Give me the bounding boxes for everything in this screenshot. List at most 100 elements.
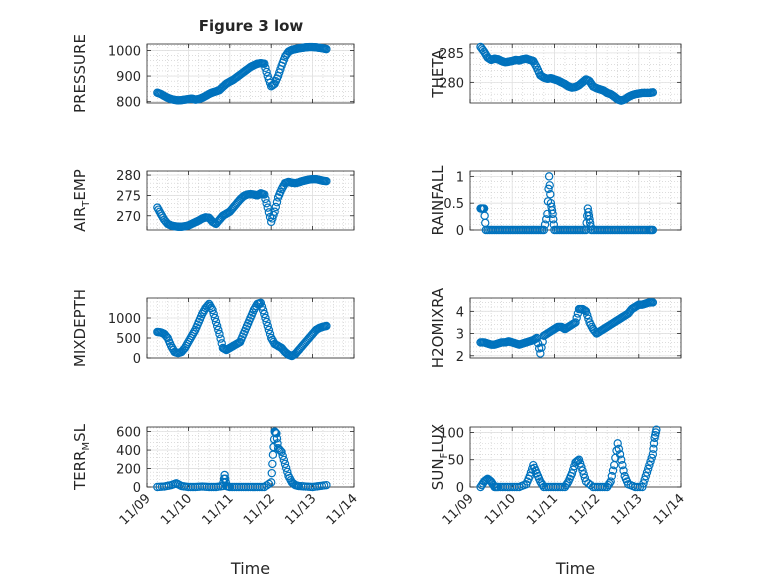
y-tick-label: 275 — [116, 189, 141, 204]
data-point — [649, 439, 659, 448]
data-point — [608, 466, 618, 475]
series-markers — [153, 298, 331, 361]
axis-frame — [469, 43, 682, 104]
data-point — [264, 479, 274, 489]
data-point — [548, 209, 557, 219]
data-point — [652, 425, 661, 434]
data-point — [643, 464, 653, 474]
panel-8: 0 50 100 11/09 11/10 11/11 11/12 11/13 11/14 Time… — [429, 424, 688, 578]
data-point — [261, 63, 270, 73]
axis-frame — [146, 43, 355, 104]
data-point — [166, 341, 176, 351]
data-point — [481, 476, 490, 485]
data-point — [206, 301, 215, 311]
data-point — [648, 298, 658, 307]
panel-6: 2 3 4 H2OMIXRA — [429, 287, 682, 368]
y-tick-label: 600 — [116, 426, 141, 441]
y-tick-label: 100 — [439, 426, 464, 441]
data-point — [217, 339, 226, 348]
x-tick-label: 11/11 — [524, 491, 561, 528]
panel-1: 800 900 1000 PRESSURE — [71, 34, 355, 113]
y-tick-label: 1000 — [108, 312, 141, 327]
panel-7: 0 200 400 600 11/09 11/10 11/11 11/12 11/13 11/14… — [71, 423, 361, 578]
y-tick-label: 1 — [456, 170, 464, 185]
data-point — [578, 466, 587, 475]
y-tick-label: 0.5 — [443, 197, 464, 212]
x-tick-label: 11/14 — [651, 491, 688, 528]
y-axis-label: PRESSURE — [71, 34, 89, 113]
data-point — [264, 208, 274, 217]
y-tick-label: 4 — [456, 305, 464, 320]
x-axis-label: Time — [230, 559, 270, 578]
data-point — [544, 172, 554, 181]
data-point — [272, 434, 282, 443]
y-tick-label: 285 — [439, 47, 464, 62]
data-point — [322, 176, 331, 186]
y-axis-label: H2OMIXRA — [429, 287, 447, 368]
data-point — [264, 325, 274, 335]
axis-frame — [469, 426, 682, 488]
y-axis-label: MIXDEPTH — [71, 289, 89, 367]
panel-4: 0 0.5 1 RAINFALL — [429, 165, 682, 239]
data-point — [277, 447, 286, 457]
y-tick-label: 1000 — [108, 44, 141, 59]
data-point — [633, 482, 642, 492]
data-point — [270, 207, 279, 216]
data-point — [187, 331, 197, 341]
data-point — [215, 329, 224, 339]
data-point — [267, 333, 276, 343]
data-point — [260, 190, 269, 199]
data-point — [617, 455, 626, 464]
series-markers — [153, 427, 331, 492]
data-point — [539, 225, 549, 235]
data-point — [189, 327, 199, 337]
y-tick-label: 0 — [133, 481, 141, 496]
data-point — [322, 321, 331, 331]
data-point — [267, 468, 276, 478]
data-point — [647, 453, 656, 463]
data-point — [540, 220, 550, 229]
panel-5: 0 500 1000 MIXDEPTH — [71, 289, 355, 367]
plot-area — [147, 44, 354, 103]
x-tick-label: 11/13 — [282, 491, 319, 528]
data-point — [547, 206, 557, 215]
data-point — [648, 225, 658, 235]
data-point — [257, 302, 267, 311]
data-point — [216, 334, 225, 343]
data-point — [262, 317, 271, 327]
data-point — [482, 475, 491, 484]
data-point — [271, 202, 280, 212]
data-point — [275, 445, 284, 454]
data-point — [536, 349, 545, 358]
x-tick-label: 11/14 — [324, 491, 361, 528]
y-tick-label: 0 — [456, 224, 464, 239]
y-tick-label: 280 — [116, 169, 141, 184]
data-point — [211, 317, 221, 327]
data-point — [262, 199, 271, 208]
data-point — [563, 479, 572, 488]
data-point — [258, 306, 268, 315]
data-point — [272, 197, 282, 207]
data-point — [268, 459, 277, 469]
data-point — [648, 88, 658, 97]
data-point — [556, 482, 565, 492]
x-tick-label: 11/10 — [158, 491, 195, 528]
x-tick-label: 11/12 — [241, 491, 278, 528]
data-point — [256, 298, 266, 307]
data-point — [322, 44, 331, 54]
data-point — [209, 309, 218, 319]
data-point — [615, 450, 625, 459]
data-point — [571, 318, 580, 327]
data-point — [583, 310, 592, 320]
data-point — [641, 471, 651, 481]
x-tick-label: 11/12 — [566, 491, 603, 528]
data-point — [272, 429, 281, 438]
plot-area — [470, 171, 681, 230]
data-point — [619, 466, 628, 475]
figure-title: Figure 3 low — [199, 17, 304, 35]
data-point — [545, 181, 554, 190]
axis-frame — [146, 297, 355, 359]
y-tick-label: 280 — [439, 76, 464, 91]
data-point — [618, 460, 627, 470]
